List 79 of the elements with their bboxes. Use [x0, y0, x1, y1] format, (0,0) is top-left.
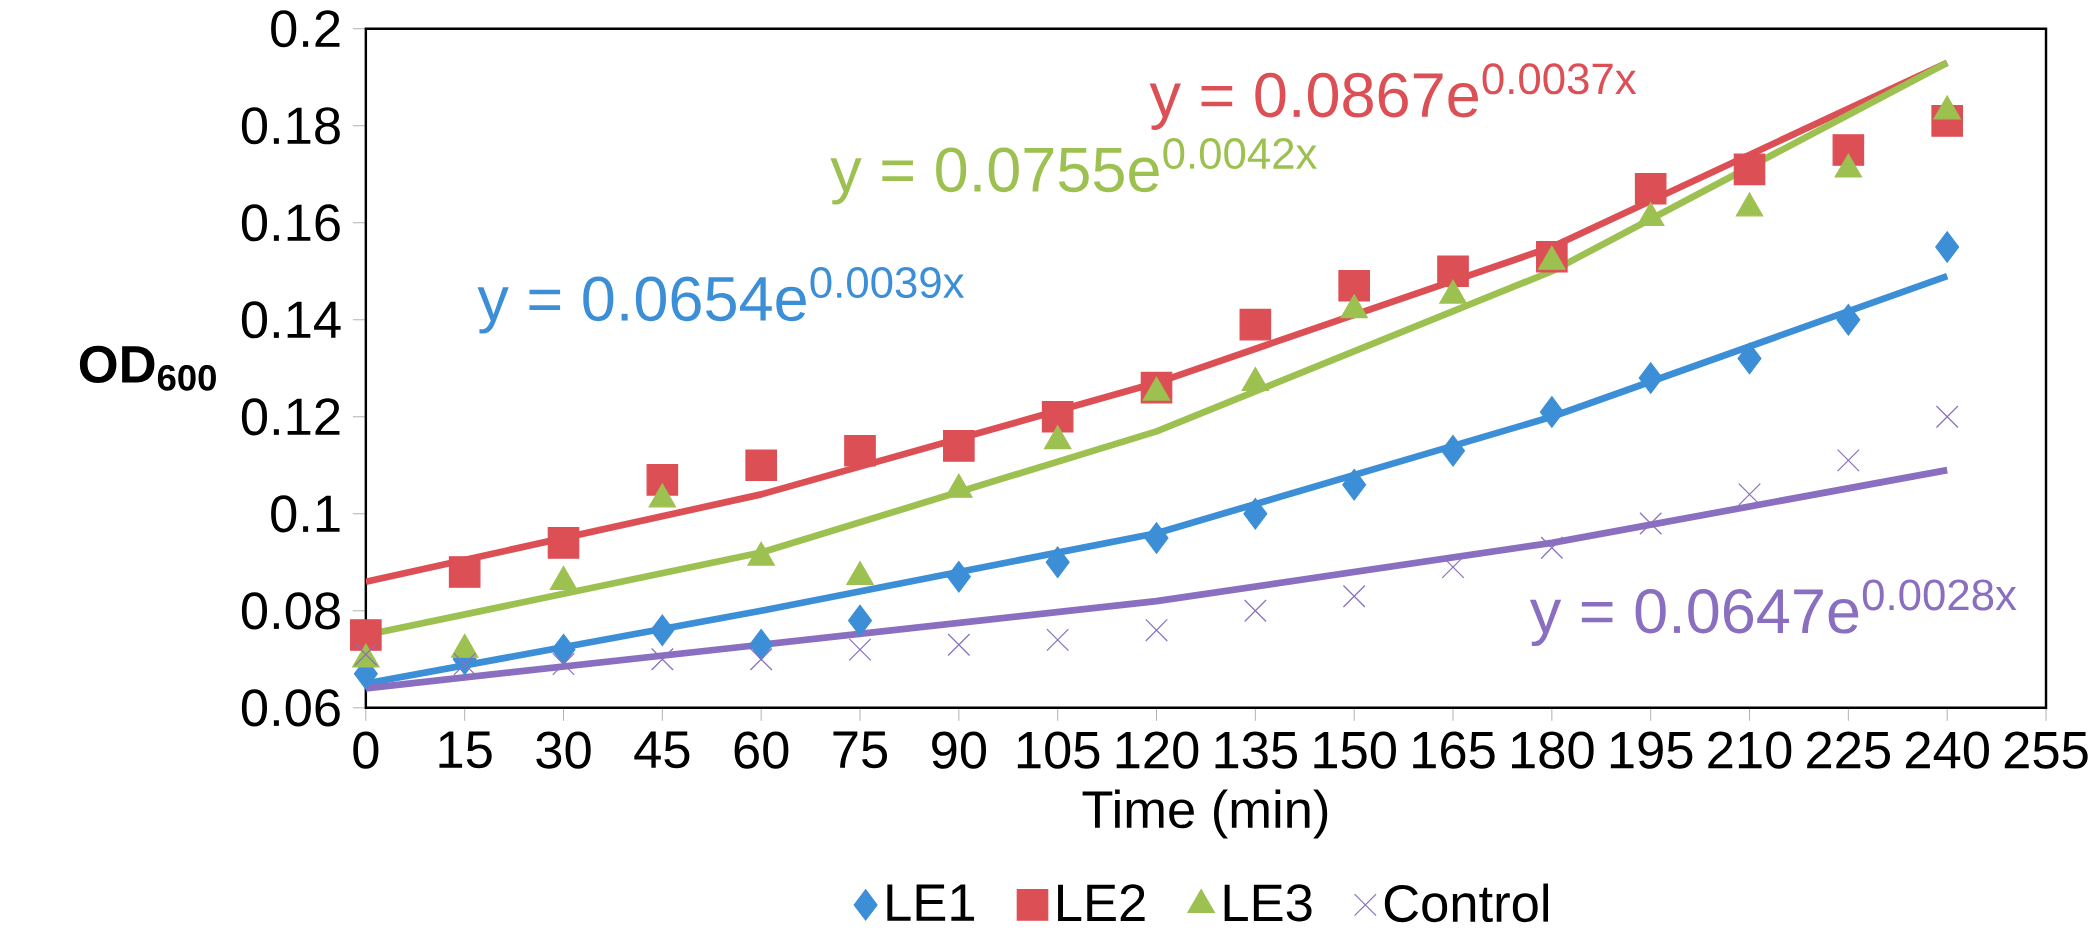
x-tick-label: 210 — [1708, 731, 1792, 769]
point — [848, 638, 872, 661]
x-tick-label: 45 — [634, 731, 690, 769]
point — [1243, 497, 1268, 530]
legend-label: LE2 — [1058, 884, 1145, 921]
legend-label: LE1 — [887, 884, 975, 921]
point — [448, 556, 481, 588]
y-tick-label: 0.06 — [241, 689, 340, 727]
y-tick-label: 0.16 — [241, 203, 340, 242]
point — [943, 429, 975, 462]
point — [650, 614, 675, 646]
point — [1144, 522, 1169, 554]
point — [946, 560, 971, 593]
annotation: y = 0.0654e$^{0.0039x}$ — [477, 266, 965, 334]
annotation: y = 0.0867e$^{0.0037x}$ — [1149, 63, 1637, 130]
point — [551, 633, 576, 666]
point — [947, 633, 971, 656]
point — [1045, 546, 1070, 578]
point — [1733, 153, 1766, 186]
point — [1935, 231, 1960, 263]
point — [650, 647, 674, 671]
point — [547, 526, 580, 559]
point — [350, 619, 382, 651]
point — [1437, 255, 1469, 287]
x-tick-label: 90 — [932, 731, 987, 769]
point — [1836, 448, 1860, 472]
x-tick-label: 225 — [1807, 731, 1890, 769]
point — [1041, 400, 1074, 433]
x-tick-label: 60 — [734, 731, 789, 769]
y-tick-label: 0.1 — [271, 495, 340, 533]
y-tick-label: 0.2 — [271, 9, 340, 48]
annotation: y = 0.0647e$^{0.0028x}$ — [1529, 579, 2017, 646]
point — [1342, 468, 1367, 501]
x-tick-label: 30 — [536, 731, 591, 769]
point — [844, 434, 876, 467]
x-tick-label: 180 — [1512, 731, 1594, 769]
point — [749, 647, 773, 671]
x-tick-label: 75 — [833, 731, 888, 769]
y-tick-label: 0.08 — [241, 592, 340, 630]
x-tick-label: 165 — [1413, 731, 1495, 769]
point — [848, 604, 873, 637]
text: OD$_{600}$ — [79, 345, 216, 391]
point — [1046, 628, 1070, 652]
y-tick-label: 0.12 — [241, 398, 340, 436]
x-tick-label: 135 — [1215, 731, 1297, 769]
point — [1638, 361, 1663, 394]
x-tick-label: 255 — [2004, 731, 2088, 769]
point — [1540, 536, 1564, 559]
point — [453, 652, 477, 676]
x-tick-label: 105 — [1017, 731, 1100, 769]
point — [1441, 434, 1466, 467]
y-tick-label: 0.18 — [241, 106, 340, 145]
point — [1935, 405, 1959, 428]
x-axis-title: Time (min) — [1082, 789, 1328, 839]
point — [1338, 269, 1370, 302]
point — [1737, 342, 1762, 375]
y-tick-label: 0.14 — [241, 301, 341, 339]
x-tick-label: 120 — [1116, 731, 1199, 769]
point — [1239, 308, 1272, 341]
point — [745, 449, 777, 481]
x-tick-label: 240 — [1905, 731, 1989, 769]
point — [646, 463, 679, 496]
point — [1836, 303, 1861, 336]
point — [1342, 584, 1366, 608]
x-tick-label: 150 — [1314, 731, 1396, 769]
x-tick-label: 195 — [1610, 731, 1693, 769]
x-tick-label: 0 — [353, 731, 379, 769]
point — [1145, 618, 1168, 642]
point — [1639, 511, 1663, 535]
point — [1243, 599, 1267, 622]
legend-label: LE3 — [1224, 884, 1312, 922]
point — [1738, 482, 1761, 506]
point — [749, 628, 774, 661]
point — [552, 652, 575, 676]
legend-label: Control — [1384, 883, 1549, 922]
annotation: y = 0.0755e$^{0.0042x}$ — [830, 137, 1317, 205]
point — [1539, 395, 1564, 428]
point — [1634, 172, 1667, 205]
x-tick-label: 15 — [439, 731, 492, 769]
